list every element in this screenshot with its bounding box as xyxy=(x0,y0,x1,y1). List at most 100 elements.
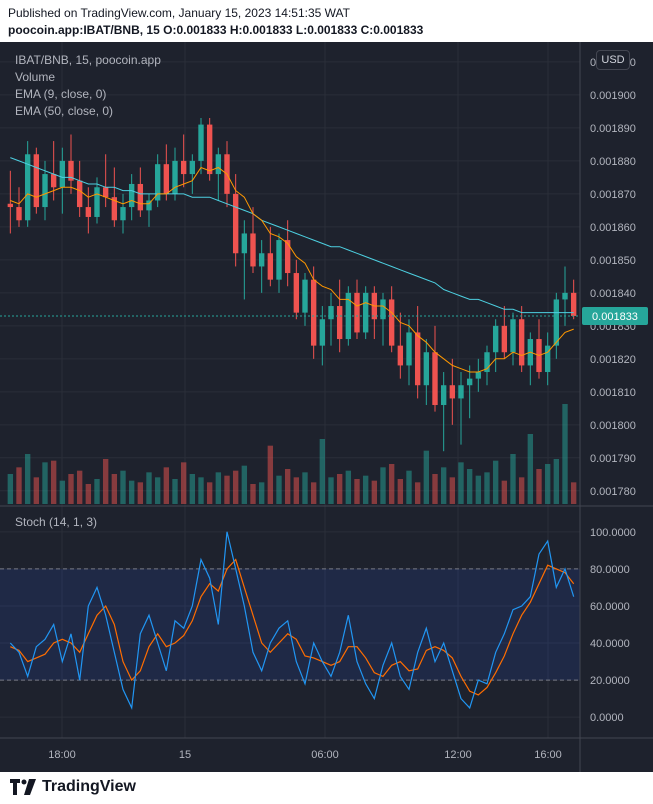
legend-title: IBAT/BNB, 15, poocoin.app xyxy=(15,53,161,67)
volume-bar xyxy=(276,475,282,504)
volume-bar xyxy=(492,460,499,504)
price-axis-label: 0.001850 xyxy=(590,255,636,267)
tradingview-logo: TradingView xyxy=(10,778,136,796)
volume-bar xyxy=(536,469,542,504)
volume-bar xyxy=(302,472,308,504)
volume-bar xyxy=(172,479,178,504)
candle-body xyxy=(510,319,516,353)
time-axis-label: 06:00 xyxy=(311,749,339,761)
volume-bar xyxy=(362,475,369,504)
published-text: Published on TradingView.com, January 15… xyxy=(8,6,350,20)
volume-bar xyxy=(293,477,300,504)
candle-body xyxy=(102,187,109,198)
volume-bar xyxy=(198,477,204,504)
volume-bar xyxy=(128,480,135,504)
stoch-d-line xyxy=(10,558,575,696)
volume-bar xyxy=(24,454,31,504)
legend-stoch: Stoch (14, 1, 3) xyxy=(15,515,98,529)
candle-body xyxy=(302,279,308,313)
candle-body xyxy=(544,345,551,373)
volume-bar xyxy=(397,479,404,504)
volume-bar xyxy=(85,484,92,504)
published-header: Published on TradingView.com, January 15… xyxy=(0,0,653,42)
price-axis-label: 0.001820 xyxy=(590,354,636,366)
volume-bar xyxy=(16,467,22,504)
price-axis-label: 0.001800 xyxy=(590,420,636,432)
volume-bar xyxy=(189,474,196,504)
volume-bar xyxy=(258,482,265,504)
volume-bar xyxy=(146,472,152,504)
candle-body xyxy=(128,183,135,208)
volume-bar xyxy=(215,472,222,504)
price-axis-label: 0.001860 xyxy=(590,222,636,234)
stoch-axis-label: 0.0000 xyxy=(590,712,624,724)
volume-bar xyxy=(328,477,334,504)
candle-body xyxy=(241,233,248,254)
candle-body xyxy=(484,352,490,373)
candle-body xyxy=(42,174,48,208)
candle-body xyxy=(293,273,300,313)
time-axis-label: 16:00 xyxy=(534,749,562,761)
volume-bar xyxy=(423,450,430,504)
time-axis-label: 15 xyxy=(179,749,191,761)
candle-body xyxy=(475,372,482,379)
volume-bar xyxy=(232,470,239,504)
volume-bar xyxy=(94,479,100,504)
candle-body xyxy=(137,183,144,211)
price-axis-label: 0.001780 xyxy=(590,486,636,498)
volume-bar xyxy=(250,484,256,504)
candle-body xyxy=(163,164,170,194)
currency-button[interactable]: USD xyxy=(596,50,630,70)
candle-body xyxy=(267,253,274,280)
stoch-axis-label: 20.0000 xyxy=(590,675,630,687)
candle-body xyxy=(16,207,22,221)
candle-body xyxy=(258,253,265,267)
candle-body xyxy=(76,180,83,208)
volume-bar xyxy=(501,480,508,504)
candle-body xyxy=(388,299,395,346)
volume-bar xyxy=(510,454,516,504)
candle-body xyxy=(154,164,161,201)
chart-area[interactable]: 0.0019100.0019000.0018900.0018800.001870… xyxy=(0,42,653,772)
volume-bar xyxy=(371,480,378,504)
candle-body xyxy=(492,325,499,353)
volume-bar xyxy=(414,482,421,504)
ema9-line xyxy=(10,166,574,373)
time-axis-label: 18:00 xyxy=(48,749,76,761)
candle-body xyxy=(111,197,118,221)
candle-body xyxy=(189,160,196,175)
volume-bar xyxy=(241,465,248,504)
candle-body xyxy=(449,385,456,399)
candle-body xyxy=(146,200,152,211)
candle-body xyxy=(250,233,256,267)
volume-bar xyxy=(562,404,568,504)
volume-bar xyxy=(527,434,534,504)
candle-body xyxy=(94,187,100,217)
candle-body xyxy=(458,385,464,399)
chart-canvas[interactable]: 0.0019100.0019000.0018900.0018800.001870… xyxy=(0,42,653,772)
volume-bar xyxy=(267,445,274,504)
volume-bar xyxy=(50,460,57,504)
volume-bar xyxy=(120,470,126,504)
volume-bar xyxy=(484,472,490,504)
volume-bar xyxy=(224,475,230,504)
candle-body xyxy=(172,160,178,194)
volume-bar xyxy=(544,464,551,504)
volume-bar xyxy=(137,482,144,504)
volume-bar xyxy=(388,464,395,504)
candle-body xyxy=(50,174,57,188)
candle-body xyxy=(33,154,40,208)
price-axis-label: 0.001790 xyxy=(590,453,636,465)
price-axis-label: 0.001900 xyxy=(590,90,636,102)
stoch-axis-label: 80.0000 xyxy=(590,564,630,576)
price-axis-label: 0.001840 xyxy=(590,288,636,300)
candle-body xyxy=(518,319,525,366)
candle-body xyxy=(570,292,577,316)
candle-body xyxy=(336,306,343,340)
volume-bar xyxy=(310,482,317,504)
volume-bar xyxy=(518,477,525,504)
candle-body xyxy=(354,292,360,333)
volume-bar xyxy=(466,469,473,504)
candle-body xyxy=(59,160,66,188)
candle-body xyxy=(466,378,473,386)
